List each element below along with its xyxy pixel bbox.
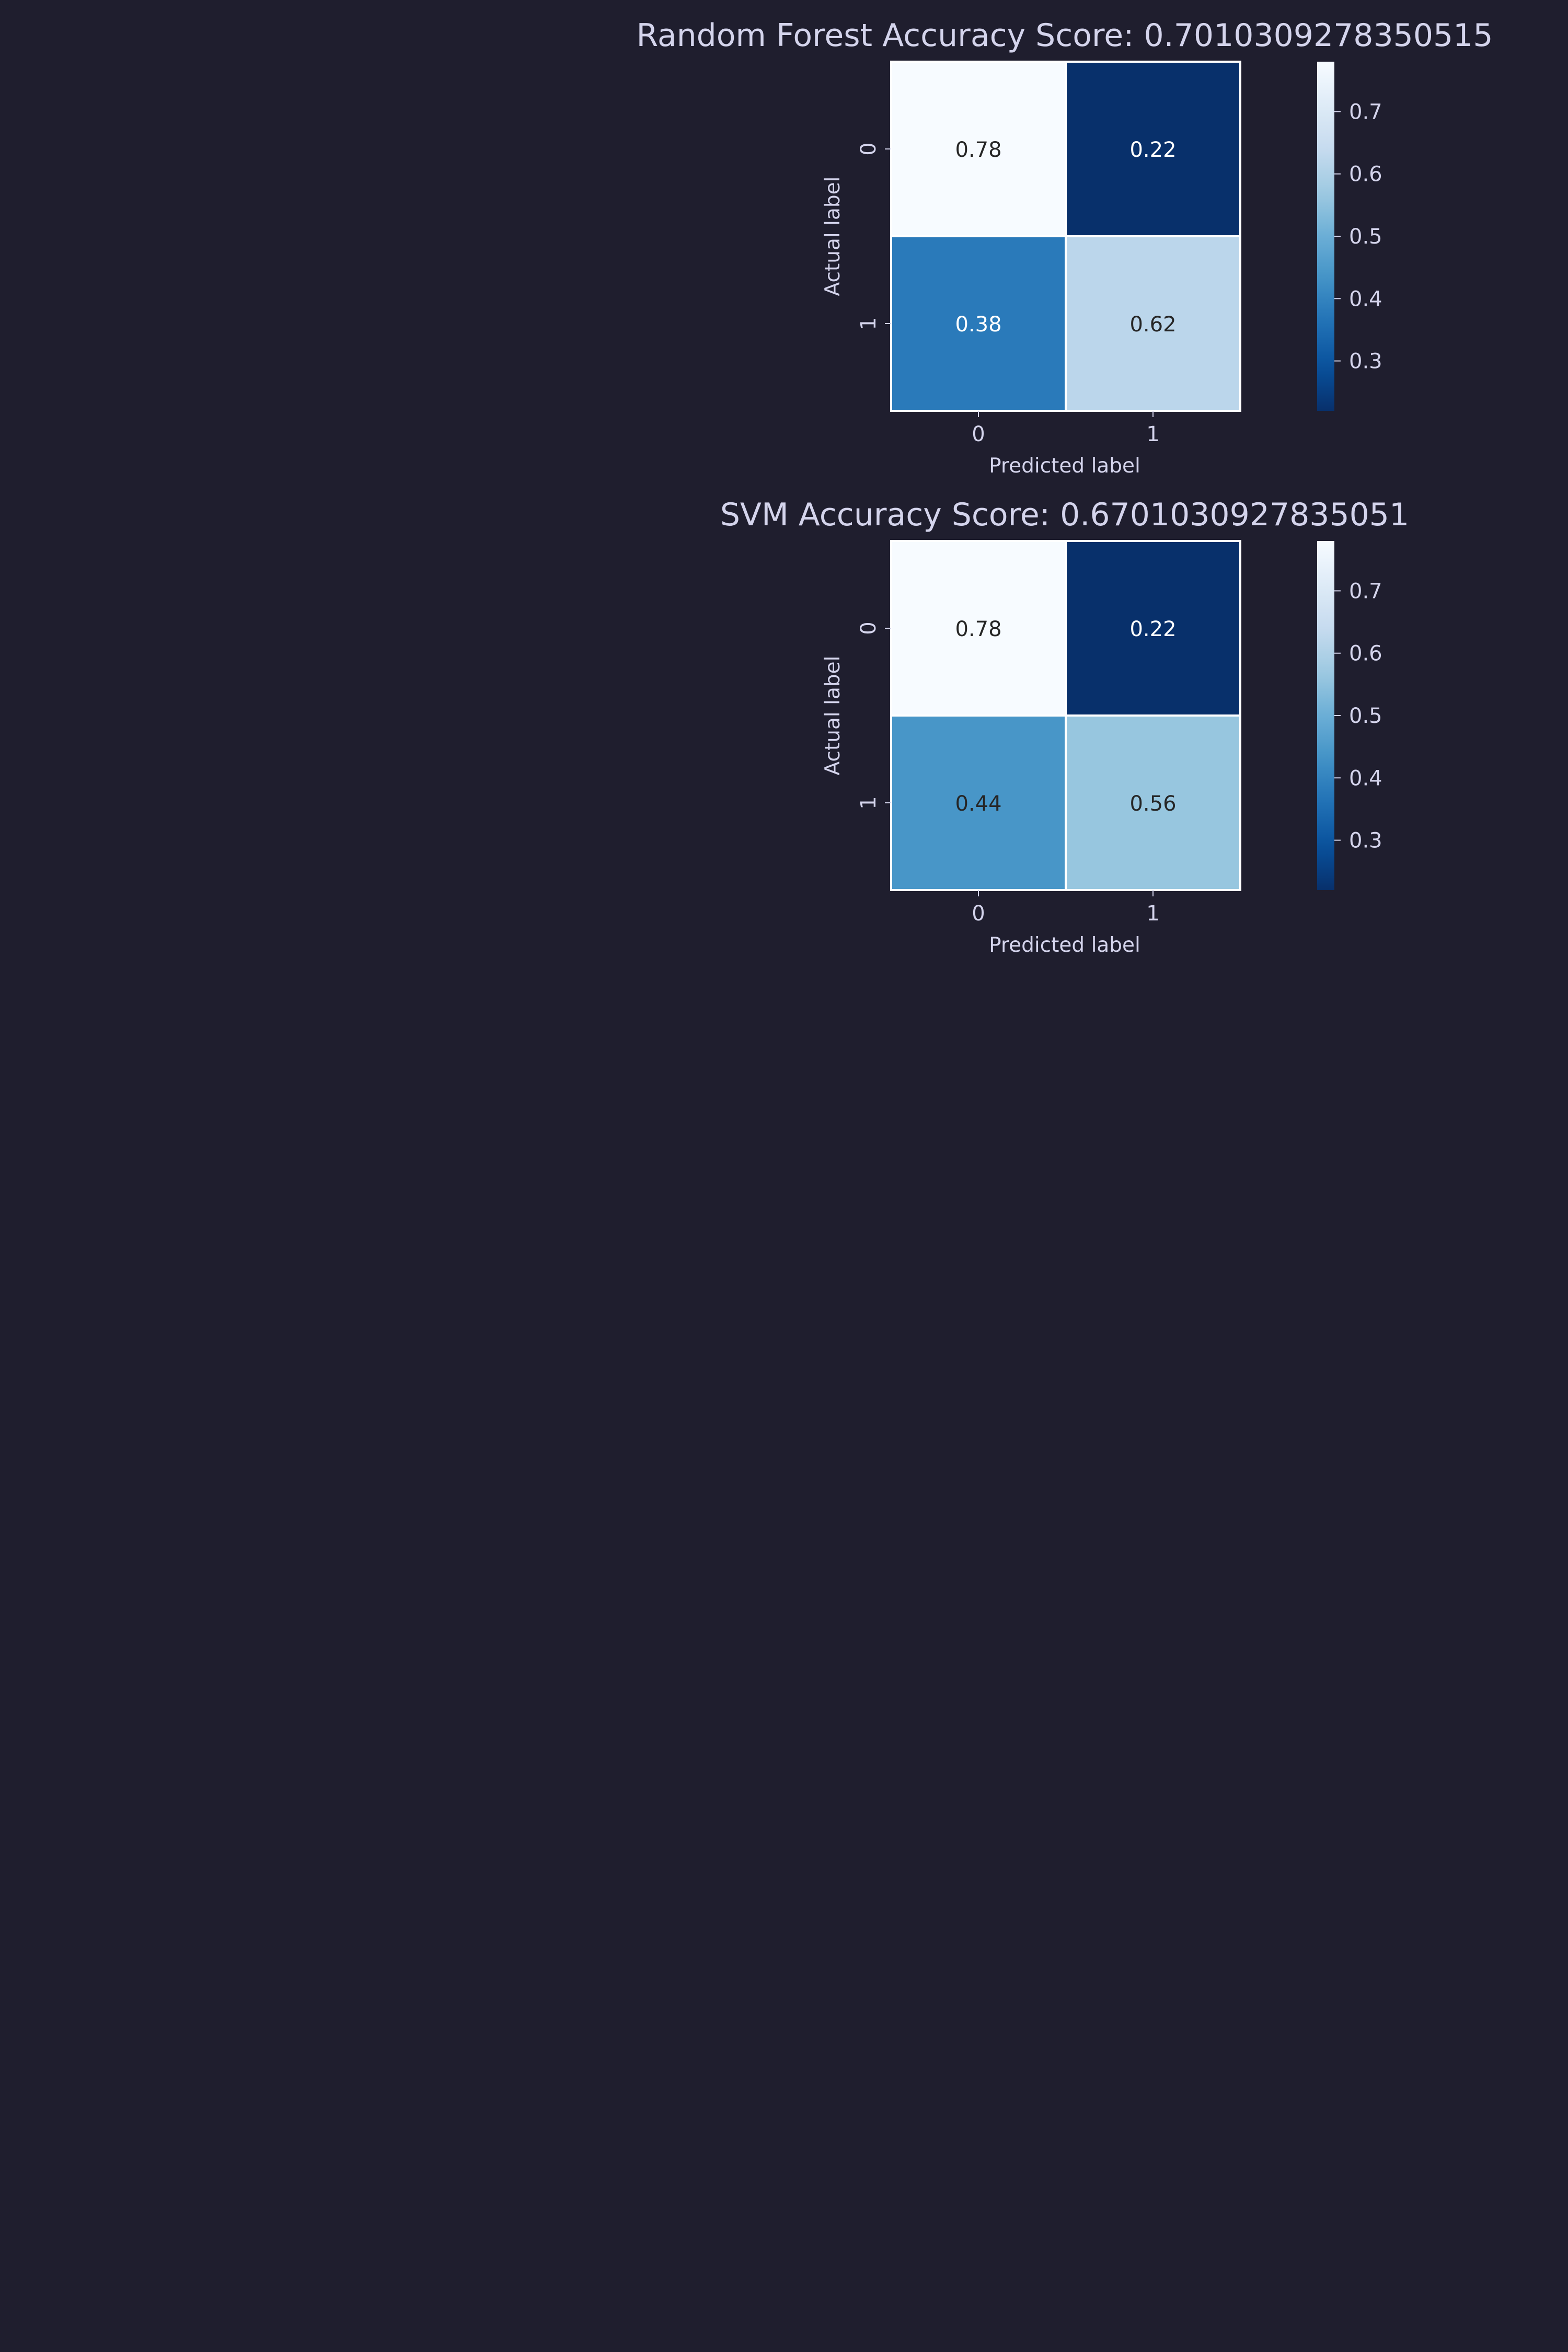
cell-value-label-0-1: 0.22 <box>1129 617 1176 641</box>
chart-title: Random Forest Accuracy Score: 0.70103092… <box>636 17 1493 54</box>
x-axis-title: Predicted label <box>989 933 1140 957</box>
y-axis: Actual label 0 1 <box>821 142 891 330</box>
heatmap-cell-1-1 <box>1065 235 1241 412</box>
y-axis-title: Actual label <box>821 656 845 776</box>
colorbar-tick-label-0.5: 0.5 <box>1349 225 1382 249</box>
cell-labels: 0.78 0.22 0.44 0.56 <box>955 617 1176 816</box>
x-axis-title: Predicted label <box>989 454 1140 478</box>
colorbar-tick-label-0.3: 0.3 <box>1349 350 1382 374</box>
cell-value-label-1-1: 0.56 <box>1129 792 1176 816</box>
confusion-matrix-panel-svm: SVM Accuracy Score: 0.6701030927835051 0… <box>720 497 1409 957</box>
chart-title: SVM Accuracy Score: 0.6701030927835051 <box>720 497 1409 533</box>
colorbar-tick-label-0.3: 0.3 <box>1349 829 1382 853</box>
colorbar-tick-label-0.4: 0.4 <box>1349 287 1382 311</box>
x-tick-label-1: 1 <box>1146 422 1159 446</box>
y-tick-label-0: 0 <box>857 142 881 155</box>
cell-value-label-0-1: 0.22 <box>1129 138 1176 162</box>
colorbar: 0.3 0.4 0.5 0.6 0.7 <box>1317 62 1382 411</box>
colorbar-tick-label-0.7: 0.7 <box>1349 579 1382 603</box>
x-tick-label-1: 1 <box>1146 902 1159 926</box>
cell-value-label-0-0: 0.78 <box>955 138 1001 162</box>
x-tick-label-0: 0 <box>972 422 985 446</box>
colorbar-tick-label-0.7: 0.7 <box>1349 100 1382 124</box>
cell-value-label-1-0: 0.38 <box>955 313 1001 337</box>
colorbar: 0.3 0.4 0.5 0.6 0.7 <box>1317 541 1382 890</box>
colorbar-tick-label-0.5: 0.5 <box>1349 704 1382 728</box>
heatmap-cell-1-0 <box>890 714 1067 891</box>
x-axis: Predicted label 0 1 <box>972 890 1160 957</box>
cell-value-label-1-0: 0.44 <box>955 792 1001 816</box>
cell-value-label-1-1: 0.62 <box>1129 313 1176 337</box>
colorbar-gradient <box>1317 541 1334 890</box>
confusion-matrix-panel-random-forest: Random Forest Accuracy Score: 0.70103092… <box>636 17 1493 478</box>
colorbar-tick-label-0.6: 0.6 <box>1349 163 1382 187</box>
x-axis: Predicted label 0 1 <box>972 411 1160 478</box>
y-tick-label-1: 1 <box>857 317 881 330</box>
heatmap-cell-1-1 <box>1065 714 1241 891</box>
y-axis: Actual label 0 1 <box>821 621 891 810</box>
x-tick-label-0: 0 <box>972 902 985 926</box>
colorbar-tick-label-0.4: 0.4 <box>1349 766 1382 790</box>
y-tick-label-1: 1 <box>857 796 881 809</box>
cell-labels: 0.78 0.22 0.38 0.62 <box>955 138 1176 337</box>
colorbar-tick-label-0.6: 0.6 <box>1349 642 1382 666</box>
heatmap-cells <box>890 540 1241 891</box>
y-axis-title: Actual label <box>821 177 845 296</box>
colorbar-gradient <box>1317 62 1334 411</box>
y-tick-label-0: 0 <box>857 621 881 635</box>
heatmap-cells <box>890 61 1241 412</box>
heatmap-cell-0-1 <box>1065 61 1241 237</box>
cell-value-label-0-0: 0.78 <box>955 617 1001 641</box>
